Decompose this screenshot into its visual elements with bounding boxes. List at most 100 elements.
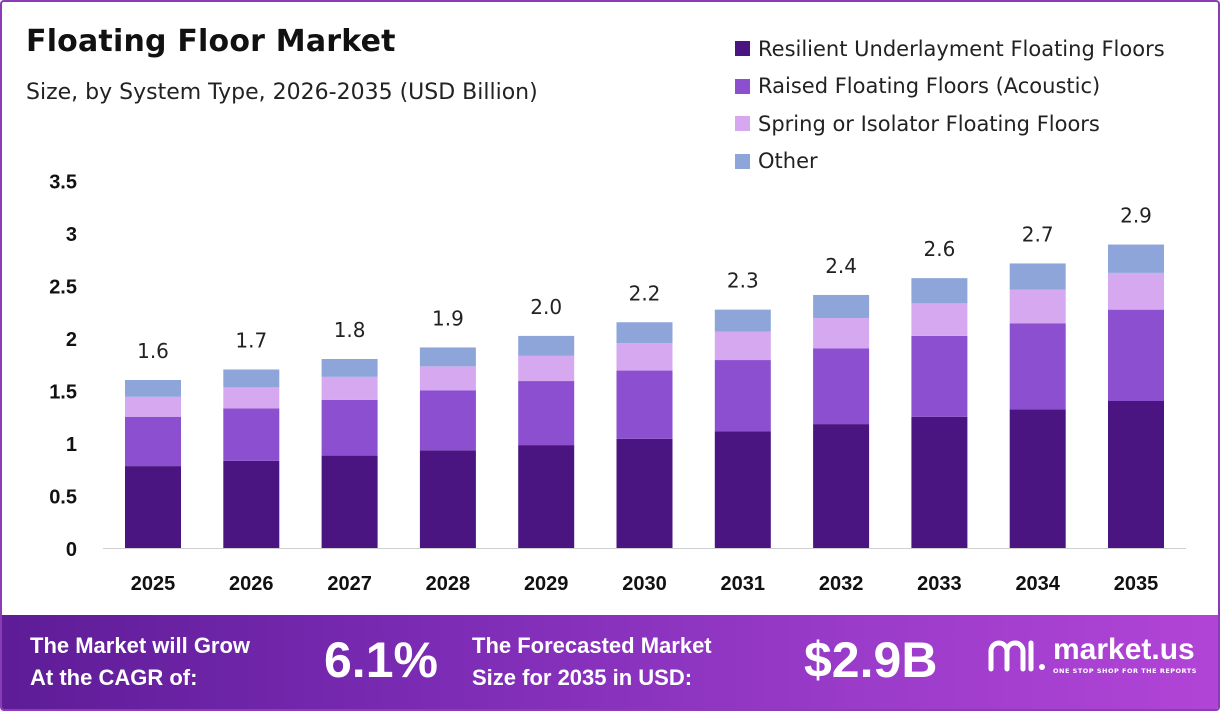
total-data-label: 2.9 <box>1120 204 1152 228</box>
total-data-label: 1.6 <box>137 339 169 363</box>
bar-segment <box>1009 409 1066 548</box>
x-tick-label: 2034 <box>1015 573 1060 595</box>
brand-tagline: ONE STOP SHOP FOR THE REPORTS <box>1053 667 1197 675</box>
forecast-label-line1: The Forecasted Market <box>472 633 712 658</box>
bar-segment <box>419 390 476 451</box>
bar-segment <box>518 445 575 548</box>
chart-title: Floating Floor Market <box>26 24 396 59</box>
bar-segment <box>223 460 280 548</box>
bar-segment <box>616 322 673 344</box>
bar-segment <box>125 416 181 467</box>
forecast-label: The Forecasted Market Size for 2035 in U… <box>472 630 712 694</box>
bar-segment <box>321 399 378 456</box>
bar-segment <box>1009 289 1066 324</box>
bar-segment <box>321 455 378 548</box>
bar-segment <box>911 303 968 336</box>
y-tick-label: 1.5 <box>49 382 77 404</box>
y-tick-label: 1 <box>66 434 77 456</box>
bar-segment <box>813 318 870 349</box>
bar-segment <box>813 348 870 425</box>
bar-segment <box>714 309 771 332</box>
y-tick-label: 2.5 <box>49 277 77 299</box>
x-tick-label: 2025 <box>131 573 176 595</box>
footer-banner: The Market will Grow At the CAGR of: 6.1… <box>2 615 1218 709</box>
stacked-bar-chart: 0 0.5 1 1.5 2 2.5 3 3.5 1.6 2025 1.7 2026 1.8 2027 1.9… <box>49 172 1186 595</box>
bar-segment <box>518 355 575 382</box>
x-tick-label: 2026 <box>229 573 274 595</box>
bar-segment <box>911 335 968 417</box>
bar-segment <box>616 438 673 548</box>
legend-swatch <box>735 41 750 57</box>
bar-segment <box>1009 263 1066 290</box>
bar-segment <box>321 359 378 377</box>
x-tick-label: 2029 <box>524 573 569 595</box>
bar-segment <box>616 343 673 371</box>
bar-segment <box>518 335 575 356</box>
forecast-value: $2.9B <box>804 632 938 688</box>
legend-item: Resilient Underlayment Floating Floors <box>735 30 1165 68</box>
y-tick-label: 0 <box>66 539 77 561</box>
bar-segment <box>1108 272 1164 310</box>
chart-subtitle: Size, by System Type, 2026-2035 (USD Bil… <box>26 80 538 105</box>
bar-segment <box>125 396 181 417</box>
bar-segment <box>911 278 968 304</box>
bar-segment <box>813 294 870 319</box>
total-data-label: 2.6 <box>923 237 955 261</box>
total-data-label: 2.4 <box>825 254 857 278</box>
total-data-label: 2.7 <box>1022 222 1054 246</box>
bar-segment <box>1108 309 1164 401</box>
cagr-value: 6.1% <box>324 632 438 688</box>
cagr-label-line2: At the CAGR of: <box>30 665 198 690</box>
bar-segment <box>714 360 771 432</box>
legend-swatch <box>735 78 750 94</box>
bar-segment <box>125 380 181 397</box>
legend-item: Other <box>735 143 1165 181</box>
x-tick-label: 2035 <box>1114 573 1159 595</box>
x-tick-label: 2031 <box>721 573 766 595</box>
x-tick-label: 2033 <box>917 573 962 595</box>
x-tick-label: 2032 <box>819 573 864 595</box>
bar-segment <box>714 431 771 548</box>
y-tick-label: 3 <box>66 224 77 246</box>
legend-label: Spring or Isolator Floating Floors <box>758 111 1100 136</box>
bar-segment <box>616 370 673 439</box>
bar-segment <box>321 376 378 400</box>
bar-segment <box>1009 323 1066 410</box>
bar-segment <box>911 416 968 548</box>
brand-name: market.us <box>1053 633 1195 666</box>
y-tick-label: 2 <box>66 329 77 351</box>
legend-item: Spring or Isolator Floating Floors <box>735 105 1165 143</box>
x-tick-label: 2028 <box>426 573 471 595</box>
market-us-logo-icon <box>988 640 1045 672</box>
brand-logo: market.us ONE STOP SHOP FOR THE REPORTS <box>987 635 1197 675</box>
bar-segment <box>813 424 870 548</box>
y-tick-label: 3.5 <box>49 172 77 194</box>
y-tick-label: 0.5 <box>49 487 77 509</box>
legend-label: Raised Floating Floors (Acoustic) <box>758 74 1101 99</box>
total-data-label: 2.2 <box>629 281 661 305</box>
legend-swatch <box>735 116 750 132</box>
bar-segment <box>419 347 476 367</box>
bar-segment <box>1108 401 1164 548</box>
bar-segment <box>419 450 476 548</box>
total-data-label: 1.7 <box>235 329 267 353</box>
legend-label: Resilient Underlayment Floating Floors <box>758 36 1165 61</box>
chart-legend: Resilient Underlayment Floating Floors R… <box>735 30 1165 180</box>
x-tick-label: 2027 <box>327 573 372 595</box>
cagr-label-line1: The Market will Grow <box>30 633 251 658</box>
bar-segment <box>714 331 771 361</box>
forecast-label-line2: Size for 2035 in USD: <box>472 665 693 690</box>
total-data-label: 2.0 <box>530 295 562 319</box>
legend-label: Other <box>758 149 818 174</box>
x-tick-label: 2030 <box>622 573 667 595</box>
total-data-label: 1.9 <box>432 306 464 330</box>
bar-segment <box>223 387 280 409</box>
bar-segment <box>125 466 181 548</box>
bar-segment <box>223 408 280 461</box>
legend-swatch <box>735 153 750 169</box>
legend-item: Raised Floating Floors (Acoustic) <box>735 68 1165 106</box>
total-data-label: 2.3 <box>727 269 759 293</box>
total-data-label: 1.8 <box>334 318 366 342</box>
bar-segment <box>518 381 575 446</box>
